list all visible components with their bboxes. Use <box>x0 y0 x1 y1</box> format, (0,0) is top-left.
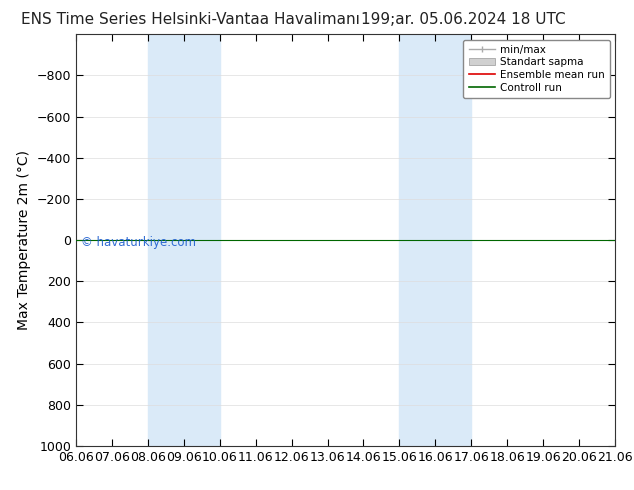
Text: © havaturkiye.com: © havaturkiye.com <box>81 236 197 248</box>
Text: ENS Time Series Helsinki-Vantaa Havalimanı: ENS Time Series Helsinki-Vantaa Havalima… <box>21 12 359 27</box>
Legend: min/max, Standart sapma, Ensemble mean run, Controll run: min/max, Standart sapma, Ensemble mean r… <box>463 40 610 98</box>
Y-axis label: Max Temperature 2m (°C): Max Temperature 2m (°C) <box>17 150 31 330</box>
Bar <box>148 34 220 446</box>
Text: 199;ar. 05.06.2024 18 UTC: 199;ar. 05.06.2024 18 UTC <box>361 12 565 27</box>
Bar <box>399 34 471 446</box>
